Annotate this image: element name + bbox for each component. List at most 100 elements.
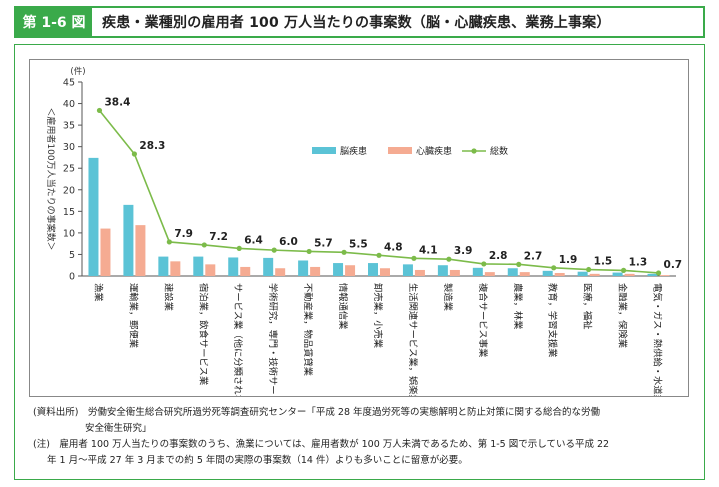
bar-heart — [345, 265, 356, 276]
point-total — [96, 107, 103, 114]
bar-heart — [449, 269, 460, 276]
data-label-total: 6.0 — [279, 236, 298, 248]
source-line-2: 安全衛生研究」 — [85, 423, 152, 434]
bar-heart — [100, 228, 111, 276]
x-tick-label: 医療，福祉 — [582, 283, 594, 330]
point-total — [341, 249, 347, 255]
x-tick-label: 不動産業，物品賃貸業 — [302, 283, 314, 376]
data-label-total: 5.7 — [314, 237, 333, 249]
x-tick-label: 漁業 — [92, 283, 104, 302]
point-total — [620, 267, 627, 273]
bar-brain — [612, 272, 623, 276]
bar-heart — [205, 264, 216, 276]
legend-marker-total — [471, 148, 477, 154]
y-tick-label: 10 — [63, 228, 75, 239]
point-total — [201, 242, 207, 248]
legend-label-brain: 脳疾患 — [340, 145, 367, 157]
notes: (資料出所) 労働安全衛生総合研究所過労死等調査研究センター「平成 28 年度過… — [33, 405, 693, 469]
legend-label-total: 総数 — [490, 145, 508, 157]
data-label-total: 6.4 — [244, 234, 263, 246]
y-tick-label: 5 — [69, 250, 75, 261]
y-tick-label: 30 — [63, 142, 75, 153]
bar-heart — [589, 273, 600, 276]
bar-heart — [310, 266, 321, 276]
x-tick-label: 複合サービス事業 — [477, 283, 489, 357]
point-total — [131, 151, 138, 157]
figure-panel: 0 5 10 15 20 25 30 35 40 45 (件) ＜雇用者100万人当たりの事案数＞ 38… — [14, 44, 705, 480]
data-label-total: 28.3 — [139, 140, 165, 152]
bar-heart — [659, 275, 670, 276]
point-total — [411, 255, 417, 261]
chart-frame: 0 5 10 15 20 25 30 35 40 45 (件) ＜雇用者100万人当たりの事案数＞ 38… — [29, 59, 689, 441]
point-total — [446, 256, 452, 262]
bar-brain — [298, 260, 309, 276]
bar-heart — [484, 272, 495, 276]
data-label-total: 1.3 — [629, 256, 648, 268]
y-tick-label: 35 — [63, 121, 75, 132]
y-tick-label: 0 — [69, 272, 75, 283]
x-tick-label: 卸売業，小売業 — [372, 283, 384, 348]
point-total — [655, 270, 662, 276]
bar-brain — [577, 271, 588, 276]
x-tick-label: 宿泊業，飲食サービス業 — [197, 283, 209, 385]
bar-brain — [647, 273, 658, 276]
point-total — [516, 261, 522, 267]
x-tick-label: 製造業 — [442, 283, 454, 311]
source-line-1: (資料出所) 労働安全衛生総合研究所過労死等調査研究センター「平成 28 年度過… — [33, 407, 601, 418]
data-label-total: 5.5 — [349, 238, 368, 250]
bar-brain — [193, 256, 204, 276]
bar-heart — [275, 268, 286, 276]
point-total — [586, 266, 592, 273]
x-tick-label: 農業，林業 — [512, 283, 524, 330]
bar-brain — [437, 265, 448, 276]
bar-brain — [123, 204, 134, 276]
x-tick-label: 情報通信業 — [337, 283, 349, 330]
bar-heart — [135, 225, 146, 276]
x-tick-label: 教育，学習支援業 — [547, 283, 559, 357]
bar-heart — [240, 266, 251, 276]
data-label-total: 7.2 — [209, 231, 228, 243]
y-tick-label: 25 — [63, 164, 75, 175]
data-label-total: 1.5 — [594, 256, 613, 268]
data-label-total: 0.7 — [664, 259, 683, 271]
legend-swatch-brain — [312, 147, 336, 154]
point-total — [376, 252, 382, 258]
data-label-total: 3.9 — [454, 245, 473, 257]
point-total — [551, 265, 557, 271]
legend-label-heart: 心臓疾患 — [416, 145, 452, 157]
chart-svg: 0 5 10 15 20 25 30 35 40 45(件) ＜雇用者100万人当たりの事案数＞ 38… — [45, 66, 683, 441]
x-tick-label: 生活関連サービス業，娯楽業 — [407, 283, 419, 396]
bar-brain — [88, 157, 99, 276]
bar-heart — [414, 269, 425, 276]
bar-brain — [228, 257, 239, 276]
bar-heart — [554, 272, 565, 276]
data-label-total: 4.1 — [419, 244, 438, 256]
legend-swatch-heart — [388, 147, 412, 154]
bar-brain — [542, 270, 553, 276]
point-total — [236, 245, 242, 252]
x-tick-label: 金融業，保険業 — [617, 283, 629, 348]
y-tick-label: 45 — [63, 78, 75, 89]
figure-title: 疾患・業種別の雇用者 100 万人当たりの事案数（脳・心臓疾患、業務上事案） — [102, 15, 611, 31]
point-total — [481, 261, 487, 267]
point-total — [166, 239, 172, 245]
data-label-total: 2.7 — [524, 250, 543, 262]
x-tick-label: 運輸業，郵便業 — [127, 283, 139, 348]
x-tick-label: 電気・ガス・熱供給・水道業 — [652, 283, 664, 396]
data-label-total: 1.9 — [559, 254, 578, 266]
point-total — [271, 247, 277, 253]
y-axis-label: ＜雇用者100万人当たりの事案数＞ — [45, 107, 57, 250]
bar-brain — [368, 263, 378, 276]
y-unit-label: (件) — [70, 66, 85, 77]
y-tick-label: 20 — [63, 185, 75, 196]
y-tick-label: 15 — [63, 207, 75, 218]
note-line-1: (注) 雇用者 100 万人当たりの事案数のうち、漁業については、雇用者数が 1… — [33, 439, 610, 450]
data-label-total: 7.9 — [174, 228, 193, 240]
bar-brain — [333, 263, 344, 276]
y-tick-label: 40 — [63, 99, 75, 110]
note-line-2: 年 1 月～平成 27 年 3 月までの約 5 年間の実際の事案数（14 件）よ… — [47, 455, 468, 466]
x-tick-label: サービス業（他に分類されないもの） — [232, 283, 244, 396]
bar-brain — [507, 268, 518, 276]
bar-brain — [158, 256, 169, 276]
bar-heart — [380, 268, 390, 276]
